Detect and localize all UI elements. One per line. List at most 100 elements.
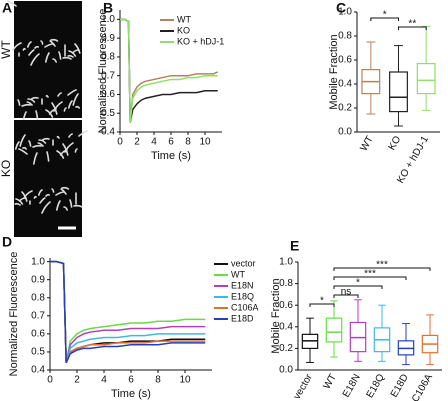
legend-label: KO + hDJ-1 bbox=[177, 36, 224, 46]
filament bbox=[72, 93, 79, 106]
y-tick-label: 0.8 bbox=[101, 52, 115, 63]
filament bbox=[45, 193, 50, 197]
y-tick-label: 0.9 bbox=[31, 274, 45, 285]
y-tick-label: 1.0 bbox=[279, 257, 293, 268]
filament bbox=[14, 202, 21, 206]
x-tick-label: 4 bbox=[151, 137, 157, 148]
series-line bbox=[120, 18, 218, 123]
panel-label: D bbox=[2, 234, 12, 250]
y-axis-title: Normalized Fluorescence bbox=[97, 9, 109, 134]
y-tick-label: 0.5 bbox=[101, 108, 115, 119]
y-axis-title: Mobile Fraction bbox=[328, 34, 340, 109]
significance-label: *** bbox=[376, 260, 388, 271]
panel-label: A bbox=[2, 0, 12, 16]
x-tick-label: 4 bbox=[101, 375, 107, 386]
y-tick-label: 0.6 bbox=[101, 89, 115, 100]
filament bbox=[75, 105, 80, 109]
legend-label: WT bbox=[231, 269, 245, 279]
series-line bbox=[50, 260, 206, 363]
x-tick-label: E18N bbox=[341, 372, 363, 399]
filament bbox=[22, 146, 27, 150]
filament bbox=[37, 142, 44, 147]
x-tick-label: E18D bbox=[389, 372, 411, 399]
filament bbox=[41, 137, 50, 141]
filament bbox=[74, 43, 81, 54]
filament bbox=[68, 133, 73, 138]
filament bbox=[30, 96, 39, 100]
filament bbox=[12, 42, 22, 51]
y-tick-label: 0.5 bbox=[31, 347, 45, 358]
filament bbox=[56, 200, 61, 211]
filament bbox=[7, 0, 17, 7]
filament bbox=[35, 110, 39, 121]
x-tick-label: WT bbox=[322, 372, 339, 391]
x-tick-label: 10 bbox=[179, 375, 191, 386]
filament bbox=[56, 135, 60, 139]
y-tick-label: 0.8 bbox=[279, 278, 293, 289]
y-tick-label: 0.6 bbox=[31, 329, 45, 340]
filament bbox=[32, 144, 42, 148]
y-tick-label: 0.6 bbox=[279, 300, 293, 311]
significance-label: ** bbox=[408, 19, 416, 30]
significance-bracket bbox=[333, 285, 383, 289]
x-tick-label: 2 bbox=[74, 375, 80, 386]
filament bbox=[21, 103, 31, 107]
filament bbox=[33, 152, 38, 165]
filament bbox=[63, 206, 68, 211]
filament bbox=[17, 99, 21, 106]
y-tick-label: 0.6 bbox=[338, 55, 352, 66]
significance-label: * bbox=[383, 10, 387, 21]
y-tick-label: 1.0 bbox=[101, 14, 115, 25]
filament bbox=[26, 101, 33, 106]
y-axis-title: Mobile Fraction bbox=[270, 278, 282, 353]
filament bbox=[30, 53, 40, 66]
panel-label: C bbox=[336, 0, 346, 16]
row-label: KO bbox=[0, 160, 13, 177]
y-axis-title: Normalized Fluorescence bbox=[8, 252, 20, 377]
filament bbox=[68, 100, 73, 109]
legend-label: KO bbox=[177, 25, 190, 35]
filament bbox=[33, 195, 37, 199]
filament bbox=[78, 130, 88, 137]
y-tick-label: 1.0 bbox=[31, 256, 45, 267]
significance-label: * bbox=[356, 278, 360, 289]
y-tick-label: 0.9 bbox=[101, 33, 115, 44]
filament bbox=[61, 186, 70, 190]
legend-label: C106A bbox=[231, 302, 259, 312]
y-tick-label: 0.7 bbox=[101, 70, 115, 81]
filament bbox=[69, 199, 73, 208]
x-tick-label: WT bbox=[358, 134, 375, 153]
y-tick-label: 0.4 bbox=[31, 365, 45, 376]
legend-label: E18Q bbox=[231, 291, 254, 301]
filament bbox=[52, 58, 57, 63]
filament bbox=[46, 151, 50, 162]
filament bbox=[28, 140, 32, 147]
significance-bracket bbox=[398, 26, 427, 30]
filament bbox=[28, 49, 35, 56]
box bbox=[416, 62, 436, 95]
series-line bbox=[50, 260, 206, 364]
series-line bbox=[50, 260, 206, 363]
panel-label: E bbox=[290, 238, 299, 254]
filament bbox=[50, 38, 59, 42]
filament bbox=[73, 204, 83, 208]
significance-label: * bbox=[320, 296, 324, 307]
y-tick-label: 0.4 bbox=[101, 127, 115, 138]
significance-bracket bbox=[333, 294, 359, 298]
filament bbox=[51, 188, 55, 193]
legend-label: E18N bbox=[231, 280, 254, 290]
filament bbox=[74, 148, 78, 153]
series-line bbox=[50, 260, 206, 363]
filament bbox=[64, 142, 74, 153]
box bbox=[389, 71, 408, 113]
filament bbox=[45, 94, 49, 98]
y-tick-label: 0.0 bbox=[279, 365, 293, 376]
significance-bracket bbox=[333, 267, 431, 271]
filament bbox=[18, 148, 28, 155]
filament bbox=[15, 141, 20, 150]
legend-label: vector bbox=[231, 258, 256, 268]
filament bbox=[39, 197, 46, 204]
series-line bbox=[50, 260, 206, 364]
filament bbox=[22, 47, 26, 51]
